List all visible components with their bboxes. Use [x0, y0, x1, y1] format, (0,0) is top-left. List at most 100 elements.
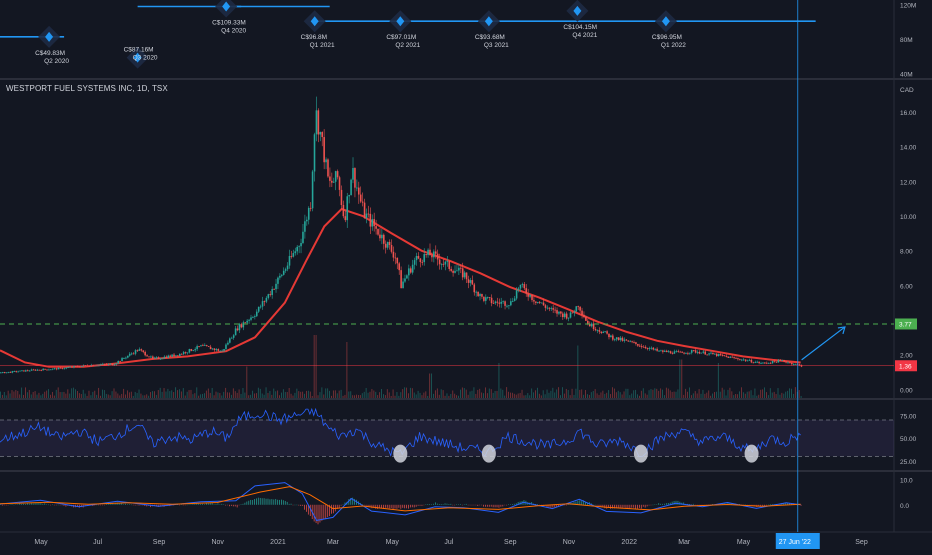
volume-bar	[569, 395, 571, 398]
macd-histogram-bar	[242, 503, 244, 505]
volume-bar	[134, 391, 136, 398]
candle-body	[269, 294, 272, 295]
candle-body	[596, 330, 599, 331]
candle-body	[244, 322, 247, 324]
candle-body	[648, 348, 651, 350]
candle-body	[11, 371, 14, 373]
macd-histogram-bar	[771, 504, 773, 505]
candle-body	[673, 351, 676, 354]
volume-bar	[325, 388, 327, 398]
macd-histogram-bar	[53, 504, 55, 506]
candle-body	[53, 368, 56, 370]
candle-body	[173, 354, 175, 357]
candle-body	[519, 284, 522, 289]
volume-bar	[638, 395, 640, 398]
volume-bar	[44, 391, 46, 398]
macd-histogram-bar	[546, 504, 548, 508]
candle-body	[55, 368, 58, 370]
macd-histogram-bar	[789, 503, 791, 505]
macd-histogram-bar	[277, 499, 279, 505]
volume-bar	[689, 387, 690, 398]
volume-bar	[502, 389, 504, 398]
candle-body	[175, 355, 177, 357]
macd-histogram-bar	[698, 504, 700, 506]
volume-bar	[459, 389, 461, 398]
volume-bar	[721, 387, 723, 398]
macd-histogram-bar	[675, 500, 677, 505]
volume-bar	[708, 390, 710, 398]
volume-bar	[0, 391, 1, 398]
volume-bar	[175, 387, 177, 398]
candle-body	[766, 362, 768, 364]
volume-bar	[352, 395, 354, 398]
volume-bar	[128, 392, 130, 398]
candle-body	[629, 341, 631, 343]
macd-histogram-bar	[612, 504, 613, 509]
volume-bar	[215, 391, 217, 398]
volume-bar	[496, 390, 498, 398]
volume-bar	[9, 393, 11, 398]
volume-bar	[279, 395, 280, 398]
candle-body	[336, 171, 339, 178]
candle-body	[150, 356, 152, 358]
revenue-marker-diamond	[45, 31, 54, 42]
macd-histogram-bar	[202, 503, 203, 505]
candle-body	[600, 331, 603, 333]
candle-body	[550, 308, 553, 309]
candle-body	[400, 270, 402, 289]
candle-body	[517, 288, 520, 291]
candle-body	[23, 370, 25, 372]
macd-histogram-bar	[178, 504, 180, 506]
candle-body	[38, 369, 41, 371]
candle-body	[76, 366, 79, 367]
candle-body	[127, 355, 129, 358]
macd-histogram-bar	[367, 504, 369, 507]
macd-histogram-bar	[40, 503, 42, 505]
volume-bar	[332, 390, 334, 398]
candle-body	[388, 241, 391, 245]
macd-histogram-bar	[696, 504, 698, 506]
candle-body	[731, 356, 733, 358]
volume-bar	[791, 388, 792, 398]
volume-bar	[229, 392, 230, 398]
macd-histogram-bar	[617, 504, 619, 508]
volume-bar	[731, 391, 733, 398]
volume-bar	[733, 395, 735, 398]
macd-histogram-bar	[421, 504, 423, 506]
candle-body	[417, 255, 420, 259]
volume-bar	[658, 390, 660, 398]
candle-body	[98, 364, 100, 366]
volume-bar	[779, 394, 781, 398]
candle-body	[594, 329, 597, 331]
macd-histogram-bar	[556, 504, 558, 508]
volume-bar	[103, 390, 105, 398]
volume-bar	[357, 394, 359, 398]
candle-body	[271, 289, 273, 295]
volume-bar	[748, 391, 750, 398]
volume-bar	[69, 393, 71, 398]
macd-histogram-bar	[198, 503, 200, 505]
candle-body	[567, 317, 570, 319]
volume-bar	[340, 389, 342, 398]
macd-histogram-bar	[100, 504, 101, 506]
candle-body	[321, 132, 324, 138]
volume-bar	[525, 395, 527, 398]
candle-body	[525, 288, 528, 294]
macd-histogram-bar	[394, 504, 396, 509]
candle-body	[415, 255, 418, 261]
macd-histogram-bar	[323, 504, 325, 520]
time-axis-tick: May	[386, 539, 400, 546]
candle-body	[513, 298, 516, 301]
macd-histogram-bar	[344, 502, 346, 505]
macd-histogram-bar	[608, 504, 610, 508]
volume-bar	[567, 390, 569, 398]
macd-histogram-bar	[196, 503, 198, 505]
candle-body	[619, 337, 622, 341]
candle-body	[631, 341, 633, 343]
macd-histogram-bar	[436, 503, 438, 505]
volume-bar	[411, 388, 413, 398]
macd-histogram-bar	[723, 502, 725, 505]
volume-bar	[230, 394, 232, 398]
candle-body	[575, 306, 578, 312]
candle-body	[250, 317, 252, 320]
